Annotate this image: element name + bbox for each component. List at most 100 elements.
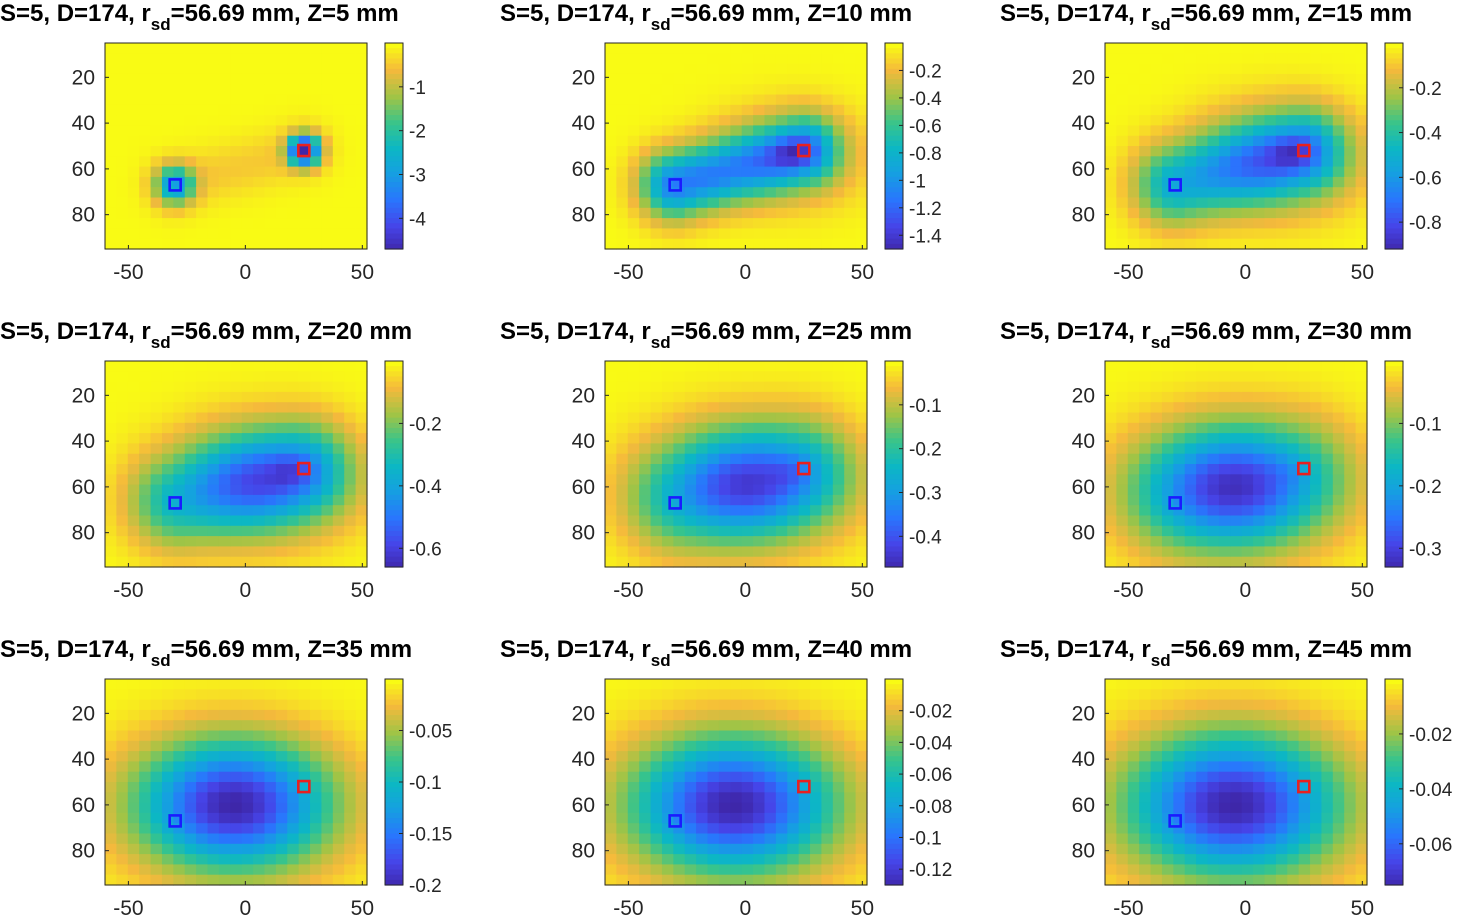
heatmap-cell	[355, 146, 368, 157]
heatmap-cell	[1275, 474, 1288, 486]
heatmap-cell	[1161, 433, 1174, 444]
heatmap-cell	[1321, 135, 1334, 147]
heatmap-cell	[139, 197, 152, 209]
heatmap-cell	[787, 238, 800, 250]
heatmap-cell	[298, 135, 311, 147]
heatmap-cell	[127, 812, 140, 824]
heatmap-cell	[639, 689, 652, 701]
colorbar-segment	[385, 192, 403, 199]
heatmap-cell	[1298, 494, 1311, 506]
heatmap-cell	[1241, 505, 1254, 517]
heatmap-cell	[707, 536, 720, 547]
heatmap-cell	[264, 864, 277, 876]
colorbar-segment	[385, 823, 403, 829]
colorbar-segment	[1385, 720, 1403, 726]
heatmap-cell	[1275, 720, 1288, 732]
heatmap-cell	[184, 381, 197, 393]
heatmap-cell	[184, 709, 197, 721]
colorbar-segment	[385, 386, 403, 393]
heatmap-cell	[1355, 391, 1368, 403]
heatmap-cell	[287, 228, 300, 240]
colorbar-segment	[885, 864, 903, 871]
heatmap-cell	[230, 125, 243, 137]
heatmap-cell	[241, 381, 254, 393]
heatmap-cell	[1310, 453, 1323, 465]
heatmap-cell	[344, 505, 357, 517]
heatmap-cell	[184, 740, 197, 752]
heatmap-cell	[696, 474, 709, 486]
heatmap-cell	[105, 792, 117, 804]
heatmap-cell	[161, 874, 174, 886]
heatmap-cell	[810, 361, 823, 372]
heatmap-cell	[855, 761, 868, 773]
heatmap-cell	[173, 43, 186, 54]
heatmap-cell	[1230, 689, 1243, 701]
heatmap-cell	[627, 166, 640, 178]
colorbar-segment	[885, 720, 903, 726]
colorbar-segment	[385, 709, 403, 716]
heatmap-cell	[161, 843, 174, 855]
heatmap-cell	[650, 187, 663, 199]
heatmap-cell	[1173, 812, 1186, 824]
heatmap-cell	[798, 751, 811, 762]
heatmap-cell	[627, 391, 640, 403]
heatmap-cell	[1150, 874, 1163, 886]
colorbar-segment	[385, 699, 403, 706]
heatmap-cell	[855, 73, 868, 85]
heatmap-cell	[1196, 494, 1209, 506]
colorbar-segment	[885, 740, 903, 747]
heatmap-cell	[1150, 556, 1163, 568]
heatmap-cell	[661, 854, 674, 865]
heatmap-cell	[1173, 443, 1186, 455]
heatmap-cell	[1275, 730, 1288, 742]
heatmap-cell	[1321, 812, 1334, 824]
colorbar-segment	[1385, 130, 1403, 137]
heatmap-cell	[275, 207, 288, 219]
heatmap-cell	[605, 771, 617, 783]
colorbar-segment	[885, 166, 903, 173]
heatmap-cell	[1287, 176, 1300, 188]
colorbar-tick-label: -0.8	[909, 144, 942, 165]
heatmap-cell	[787, 218, 800, 229]
heatmap-cell	[730, 730, 743, 742]
heatmap-cell	[218, 720, 231, 732]
heatmap-cell	[616, 73, 629, 85]
heatmap-cell	[1321, 166, 1334, 178]
heatmap-cell	[241, 494, 254, 506]
heatmap-cell	[1332, 84, 1345, 96]
heatmap-cell	[684, 792, 697, 804]
heatmap-cell	[1287, 166, 1300, 178]
heatmap-cell	[1196, 381, 1209, 393]
heatmap-cell	[344, 84, 357, 96]
heatmap-cell	[1230, 505, 1243, 517]
heatmap-cell	[821, 802, 834, 814]
heatmap-cell	[627, 812, 640, 824]
heatmap-cell	[1127, 53, 1140, 65]
heatmap-cell	[1207, 218, 1220, 229]
heatmap-cell	[1196, 453, 1209, 465]
heatmap-cell	[184, 464, 197, 475]
heatmap-cell	[661, 730, 674, 742]
heatmap-cell	[264, 166, 277, 178]
heatmap-cell	[639, 412, 652, 424]
colorbar-tick-label: -0.1	[409, 773, 442, 794]
heatmap-cell	[1184, 864, 1197, 876]
heatmap-cell	[298, 699, 311, 711]
heatmap-cell	[639, 812, 652, 824]
heatmap-cell	[1310, 751, 1323, 762]
heatmap-cell	[1344, 556, 1357, 568]
heatmap-cell	[832, 484, 845, 496]
heatmap-cell	[1264, 792, 1277, 804]
heatmap-cell	[275, 536, 288, 547]
heatmap-cell	[161, 771, 174, 783]
heatmap-cell	[1173, 720, 1186, 732]
heatmap-cell	[1264, 187, 1277, 199]
heatmap-cell	[1230, 381, 1243, 393]
heatmap-cell	[1218, 53, 1231, 65]
heatmap-cell	[1298, 812, 1311, 824]
heatmap-cell	[787, 802, 800, 814]
heatmap-cell	[627, 874, 640, 886]
heatmap-cell	[1321, 187, 1334, 199]
heatmap-cell	[105, 761, 117, 773]
heatmap-cell	[344, 689, 357, 701]
